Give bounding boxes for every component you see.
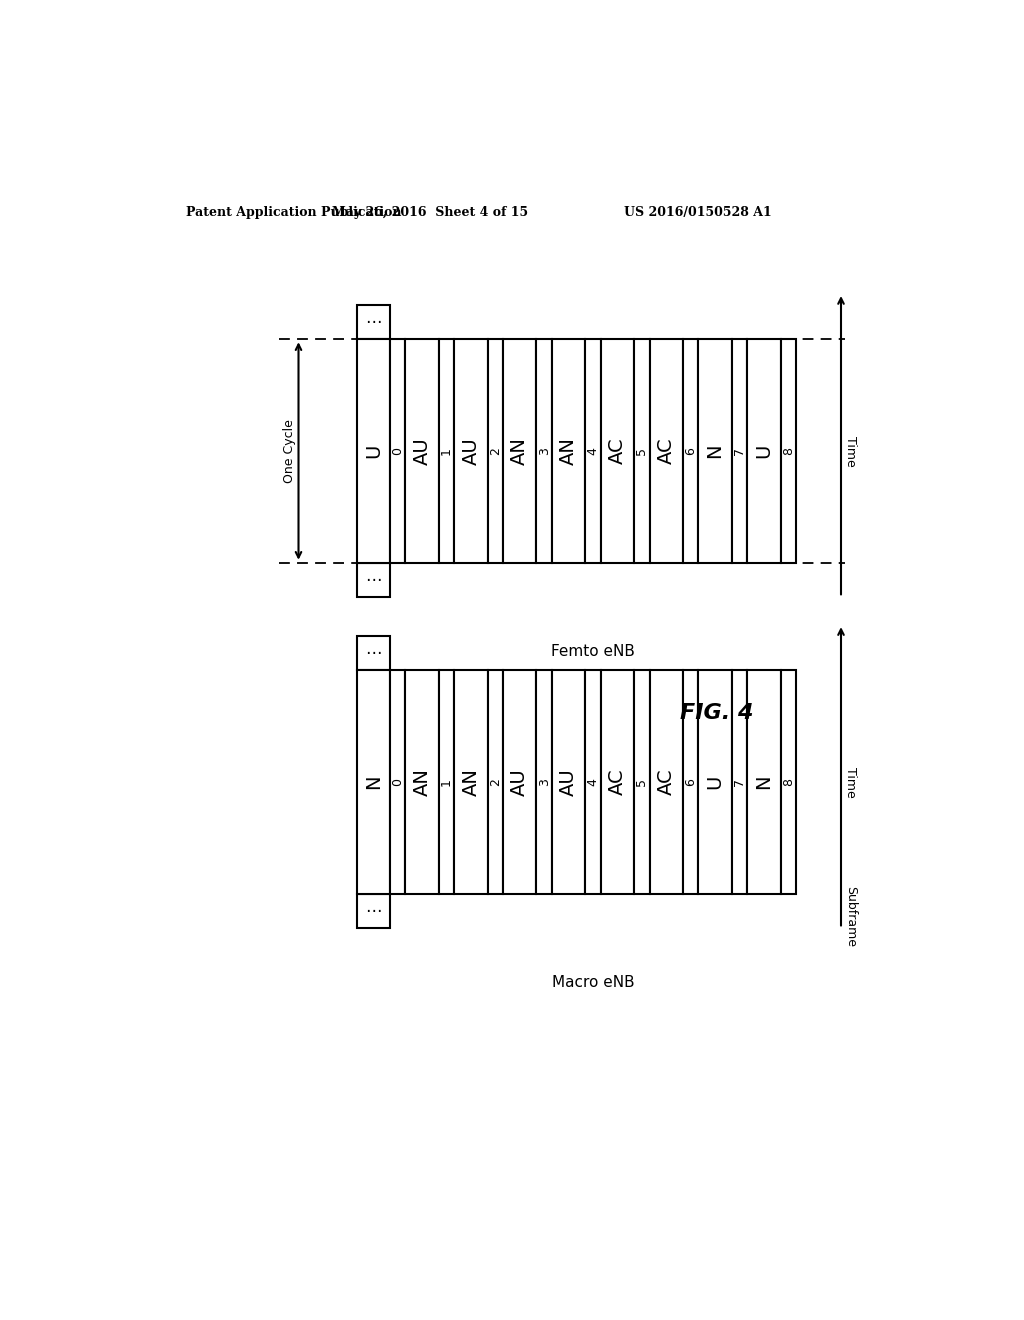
Bar	[601, 339, 634, 562]
Text: 6: 6	[684, 779, 697, 785]
Text: Time: Time	[844, 767, 857, 797]
Bar	[732, 339, 748, 562]
Text: AN: AN	[559, 437, 579, 465]
Text: US 2016/0150528 A1: US 2016/0150528 A1	[624, 206, 772, 219]
Text: 7: 7	[733, 447, 745, 455]
Bar	[438, 671, 455, 894]
Bar	[356, 305, 390, 339]
Bar	[601, 671, 634, 894]
Text: AU: AU	[559, 768, 579, 796]
Bar	[552, 671, 586, 894]
Text: AN: AN	[462, 768, 480, 796]
Bar	[356, 636, 390, 671]
Bar	[634, 671, 649, 894]
Text: 3: 3	[538, 779, 551, 785]
Text: AU: AU	[510, 768, 529, 796]
Bar	[537, 339, 552, 562]
Text: U: U	[755, 444, 773, 458]
Bar	[552, 339, 586, 562]
Text: U: U	[364, 444, 383, 458]
Text: ⋯: ⋯	[365, 902, 382, 920]
Text: N: N	[706, 444, 725, 458]
Text: 0: 0	[391, 447, 404, 455]
Text: 2: 2	[488, 779, 502, 785]
Text: ⋯: ⋯	[365, 644, 382, 663]
Text: U: U	[706, 775, 725, 789]
Bar	[748, 339, 780, 562]
Bar	[503, 339, 537, 562]
Text: Femto eNB: Femto eNB	[551, 644, 635, 659]
Text: Subframe: Subframe	[844, 886, 857, 948]
Bar	[780, 671, 796, 894]
Bar	[356, 562, 390, 598]
Text: One Cycle: One Cycle	[283, 418, 296, 483]
Bar	[438, 339, 455, 562]
Bar	[455, 339, 487, 562]
Bar	[649, 339, 683, 562]
Bar	[406, 339, 438, 562]
Text: 7: 7	[733, 777, 745, 787]
Bar	[683, 671, 698, 894]
Bar	[487, 671, 503, 894]
Bar	[748, 671, 780, 894]
Text: 6: 6	[684, 447, 697, 455]
Text: Macro eNB: Macro eNB	[552, 974, 634, 990]
Bar	[503, 671, 537, 894]
Bar	[698, 671, 732, 894]
Text: AU: AU	[462, 437, 480, 465]
Bar	[356, 894, 390, 928]
Bar	[586, 671, 601, 894]
Bar	[780, 339, 796, 562]
Text: 5: 5	[635, 777, 648, 787]
Bar	[356, 671, 390, 894]
Bar	[634, 339, 649, 562]
Text: N: N	[364, 775, 383, 789]
Text: AN: AN	[413, 768, 431, 796]
Text: 8: 8	[781, 447, 795, 455]
Text: 5: 5	[635, 447, 648, 455]
Text: Patent Application Publication: Patent Application Publication	[186, 206, 401, 219]
Text: May 26, 2016  Sheet 4 of 15: May 26, 2016 Sheet 4 of 15	[332, 206, 528, 219]
Text: ⋯: ⋯	[365, 572, 382, 589]
Text: 0: 0	[391, 777, 404, 787]
Bar	[487, 339, 503, 562]
Text: 1: 1	[440, 779, 453, 785]
Text: N: N	[755, 775, 773, 789]
Bar	[683, 339, 698, 562]
Text: AN: AN	[510, 437, 529, 465]
Text: AC: AC	[656, 768, 676, 796]
Bar	[649, 671, 683, 894]
Text: AC: AC	[608, 438, 627, 465]
Text: 3: 3	[538, 447, 551, 455]
Text: AC: AC	[656, 438, 676, 465]
Bar	[455, 671, 487, 894]
Text: AU: AU	[413, 437, 431, 465]
Bar	[698, 339, 732, 562]
Text: FIG. 4: FIG. 4	[680, 702, 754, 723]
Text: 4: 4	[587, 779, 599, 785]
Bar	[586, 339, 601, 562]
Bar	[537, 671, 552, 894]
Bar	[356, 339, 390, 562]
Text: 2: 2	[488, 447, 502, 455]
Text: AC: AC	[608, 768, 627, 796]
Text: ⋯: ⋯	[365, 313, 382, 331]
Text: Time: Time	[844, 436, 857, 466]
Bar	[390, 671, 406, 894]
Bar	[406, 671, 438, 894]
Text: 8: 8	[781, 777, 795, 787]
Bar	[732, 671, 748, 894]
Text: 1: 1	[440, 447, 453, 455]
Bar	[390, 339, 406, 562]
Text: 4: 4	[587, 447, 599, 455]
